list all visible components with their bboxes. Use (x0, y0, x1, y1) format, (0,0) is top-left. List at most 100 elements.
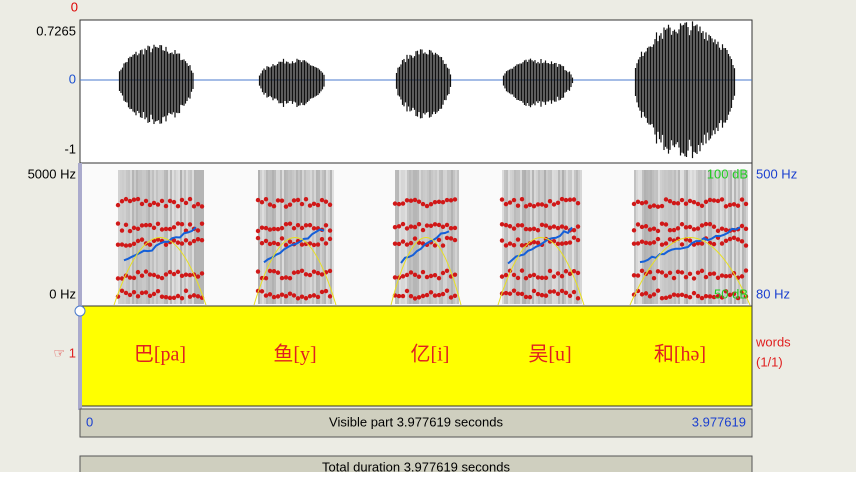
formant-dot (500, 238, 504, 242)
spec-column (160, 170, 162, 304)
formant-dot (449, 226, 453, 230)
formant-dot (180, 296, 184, 300)
formant-dot (288, 202, 292, 206)
formant-dot (441, 243, 445, 247)
formant-dot (168, 227, 172, 231)
formant-dot (413, 225, 417, 229)
spec-column (648, 170, 650, 304)
freq-top: 5000 Hz (28, 166, 76, 181)
formant-dot (256, 269, 260, 273)
spec-column (124, 170, 126, 304)
formant-dot (192, 204, 196, 208)
formant-dot (124, 223, 128, 227)
formant-dot (680, 242, 684, 246)
formant-dot (128, 293, 132, 297)
formant-dot (676, 270, 680, 274)
formant-dot (660, 204, 664, 208)
formant-dot (504, 291, 508, 295)
formant-dot (700, 296, 704, 300)
formant-dot (328, 203, 332, 207)
formant-dot (656, 205, 660, 209)
formant-dot (716, 199, 720, 203)
formant-dot (393, 275, 397, 279)
formant-dot (192, 293, 196, 297)
formant-dot (700, 204, 704, 208)
formant-dot (280, 236, 284, 240)
formant-dot (132, 290, 136, 294)
spec-column (443, 170, 445, 304)
spec-column (526, 170, 528, 304)
formant-dot (680, 222, 684, 226)
formant-dot (568, 294, 572, 298)
formant-dot (260, 226, 264, 230)
formant-dot (708, 272, 712, 276)
formant-dot (528, 203, 532, 207)
formant-dot (500, 222, 504, 226)
formant-dot (445, 236, 449, 240)
formant-dot (640, 240, 644, 244)
formant-dot (296, 296, 300, 300)
spec-column (150, 170, 152, 304)
formant-dot (128, 229, 132, 233)
spec-column (306, 170, 308, 304)
cursor-handle[interactable] (75, 306, 85, 316)
formant-dot (152, 201, 156, 205)
formant-dot (276, 270, 280, 274)
formant-dot (433, 293, 437, 297)
formant-dot (688, 225, 692, 229)
wave-max: 0.7265 (36, 23, 76, 38)
formant-dot (421, 270, 425, 274)
spec-column (427, 170, 429, 304)
formant-dot (544, 204, 548, 208)
formant-dot (304, 272, 308, 276)
formant-dot (560, 197, 564, 201)
formant-dot (552, 289, 556, 293)
formant-dot (724, 204, 728, 208)
spec-column (184, 170, 186, 304)
formant-dot (700, 223, 704, 227)
formant-dot (264, 293, 268, 297)
spec-column (742, 170, 744, 304)
formant-dot (740, 239, 744, 243)
spec-column (672, 170, 674, 304)
formant-dot (304, 296, 308, 300)
formant-dot (676, 226, 680, 230)
formant-dot (540, 202, 544, 206)
formant-dot (120, 242, 124, 246)
formant-dot (568, 240, 572, 244)
formant-dot (708, 294, 712, 298)
formant-dot (532, 273, 536, 277)
formant-dot (524, 276, 528, 280)
spec-column (690, 170, 692, 304)
formant-dot (320, 198, 324, 202)
spec-column (134, 170, 136, 304)
formant-dot (700, 241, 704, 245)
tier-number[interactable]: ☞ 1 (54, 345, 77, 360)
formant-dot (632, 228, 636, 232)
formant-dot (176, 294, 180, 298)
spec-column (502, 170, 504, 304)
formant-dot (429, 274, 433, 278)
formant-dot (308, 294, 312, 298)
spec-column (506, 170, 508, 304)
spec-column (516, 170, 518, 304)
formant-dot (548, 269, 552, 273)
formant-dot (437, 200, 441, 204)
formant-dot (664, 273, 668, 277)
spec-column (300, 170, 302, 304)
formant-dot (116, 203, 120, 207)
spec-column (508, 170, 510, 304)
formant-dot (684, 225, 688, 229)
formant-dot (300, 202, 304, 206)
formant-dot (160, 276, 164, 280)
formant-dot (300, 269, 304, 273)
formant-dot (148, 272, 152, 276)
formant-dot (692, 200, 696, 204)
formant-dot (268, 202, 272, 206)
formant-dot (401, 239, 405, 243)
spec-column (284, 170, 286, 304)
formant-dot (425, 223, 429, 227)
spec-column (696, 170, 698, 304)
spec-column (136, 170, 138, 304)
spec-column (324, 170, 326, 304)
